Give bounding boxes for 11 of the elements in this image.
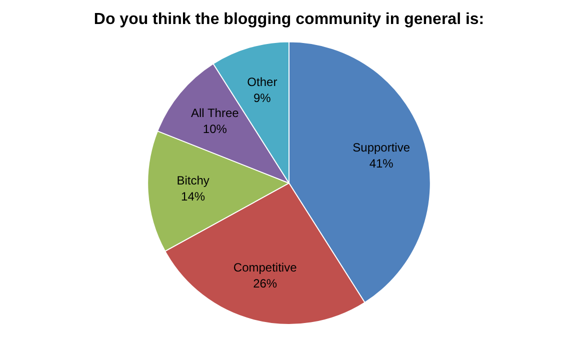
data-label: 10%: [202, 122, 228, 136]
data-label: 26%: [253, 276, 278, 291]
data-label: 9%: [254, 91, 272, 106]
slice-label: All Three: [191, 106, 240, 120]
slice-label: Competitive: [233, 260, 298, 275]
slice-label: Bitchy: [176, 173, 210, 188]
slice-label: Supportive: [352, 140, 410, 155]
slice-label: Other: [247, 75, 278, 90]
data-label: 14%: [181, 189, 206, 204]
data-label: 41%: [369, 156, 394, 171]
chart-title: Do you think the blogging community in general is:: [94, 11, 484, 28]
